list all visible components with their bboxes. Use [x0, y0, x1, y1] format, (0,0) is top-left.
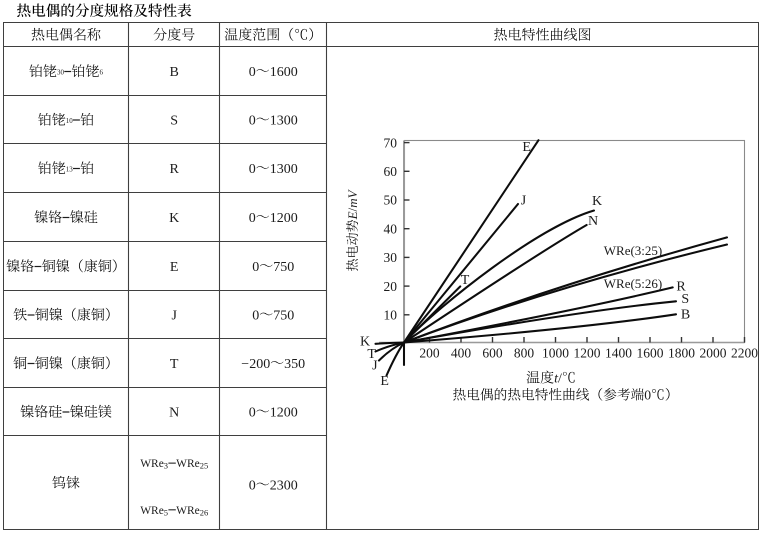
- svg-text:t: t: [554, 372, 559, 387]
- svg-text:200: 200: [419, 346, 440, 361]
- svg-text:25: 25: [200, 461, 209, 471]
- svg-text:E: E: [345, 211, 360, 220]
- svg-text:13: 13: [66, 166, 74, 174]
- svg-text:400: 400: [451, 346, 472, 361]
- svg-text:10: 10: [66, 117, 74, 125]
- svg-text:60: 60: [384, 164, 398, 179]
- svg-text:40: 40: [384, 221, 398, 236]
- svg-text:2000: 2000: [700, 346, 727, 361]
- svg-text:WRe(3:25): WRe(3:25): [604, 243, 662, 258]
- svg-text:1200: 1200: [574, 346, 601, 361]
- svg-text:0: 0: [249, 162, 256, 177]
- svg-text:0: 0: [249, 65, 256, 80]
- svg-text:0: 0: [249, 113, 256, 128]
- svg-text:800: 800: [514, 346, 535, 361]
- svg-text:J: J: [172, 308, 178, 323]
- svg-text:T: T: [461, 273, 470, 288]
- svg-text:R: R: [676, 280, 686, 295]
- svg-text:WRe: WRe: [176, 505, 200, 517]
- svg-text:1600: 1600: [270, 65, 298, 80]
- svg-text:26: 26: [200, 507, 209, 517]
- svg-text:5: 5: [164, 507, 168, 517]
- svg-text:0: 0: [249, 478, 256, 493]
- svg-text:10: 10: [384, 308, 398, 323]
- svg-text:0: 0: [252, 308, 259, 323]
- svg-text:WRe(5:26): WRe(5:26): [604, 276, 662, 291]
- svg-text:1600: 1600: [637, 346, 664, 361]
- svg-text:E: E: [170, 260, 179, 275]
- svg-text:E: E: [380, 374, 389, 389]
- svg-text:30: 30: [57, 69, 65, 77]
- svg-text:K: K: [592, 194, 602, 209]
- svg-text:mV: mV: [345, 188, 360, 207]
- svg-text:1200: 1200: [270, 405, 298, 420]
- svg-text:2300: 2300: [270, 478, 298, 493]
- svg-text:WRe: WRe: [176, 458, 200, 470]
- svg-text:70: 70: [384, 135, 398, 150]
- svg-text:1300: 1300: [270, 113, 298, 128]
- svg-text:0: 0: [644, 388, 651, 403]
- svg-text:350: 350: [284, 357, 305, 372]
- svg-text:0: 0: [252, 260, 259, 275]
- svg-text:750: 750: [273, 308, 294, 323]
- svg-text:B: B: [170, 65, 179, 80]
- svg-text:1400: 1400: [605, 346, 632, 361]
- svg-text:N: N: [169, 405, 179, 420]
- svg-text:750: 750: [273, 260, 294, 275]
- svg-text:WRe: WRe: [140, 505, 164, 517]
- svg-text:2200: 2200: [731, 346, 758, 361]
- svg-text:J: J: [372, 359, 378, 374]
- svg-text:6: 6: [100, 69, 104, 77]
- svg-text:K: K: [360, 335, 370, 350]
- svg-text:/: /: [345, 208, 360, 212]
- svg-text:3: 3: [164, 461, 168, 471]
- svg-text:−200: −200: [241, 357, 270, 372]
- svg-text:E: E: [522, 140, 531, 155]
- svg-text:600: 600: [482, 346, 503, 361]
- svg-text:1800: 1800: [668, 346, 695, 361]
- svg-text:N: N: [588, 214, 598, 229]
- svg-text:R: R: [170, 162, 180, 177]
- svg-text:0: 0: [249, 405, 256, 420]
- svg-text:50: 50: [384, 193, 398, 208]
- svg-text:1300: 1300: [270, 162, 298, 177]
- svg-text:S: S: [170, 113, 178, 128]
- svg-text:30: 30: [384, 250, 398, 265]
- svg-text:J: J: [521, 194, 527, 209]
- svg-text:0: 0: [249, 211, 256, 226]
- svg-text:1200: 1200: [270, 211, 298, 226]
- svg-text:K: K: [169, 211, 179, 226]
- svg-text:1000: 1000: [542, 346, 569, 361]
- svg-text:WRe: WRe: [140, 458, 164, 470]
- svg-text:T: T: [170, 357, 179, 372]
- svg-text:S: S: [681, 292, 689, 307]
- svg-text:/: /: [558, 372, 562, 387]
- svg-text:B: B: [681, 308, 690, 323]
- svg-text:20: 20: [384, 279, 398, 294]
- svg-text:T: T: [367, 347, 376, 362]
